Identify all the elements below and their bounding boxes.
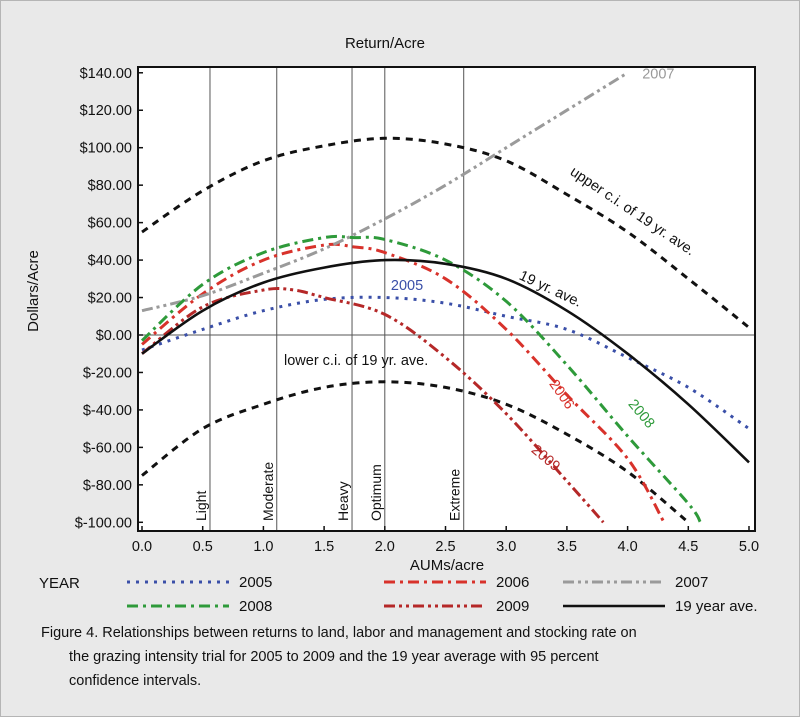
x-tick-label: 0.0 xyxy=(132,539,152,555)
figure-caption: Figure 4. Relationships between returns … xyxy=(41,621,781,693)
x-axis-label: AUMs/acre xyxy=(410,557,484,574)
x-tick-label: 2.0 xyxy=(375,539,395,555)
series-line-2006 xyxy=(141,242,666,524)
series-line-2007 xyxy=(141,71,629,313)
y-tick-label: $60.00 xyxy=(88,216,132,232)
plot-border xyxy=(137,66,756,532)
x-tick-label: 2.5 xyxy=(435,539,455,555)
legend: 2005 2006 2007 2008 2009 19 year ave. xyxy=(127,574,758,615)
y-tick-label: $80.00 xyxy=(88,178,132,194)
stocking-label-extreme: Extreme xyxy=(447,469,463,521)
legend-label-2009: 2009 xyxy=(496,598,529,615)
stocking-label-light: Light xyxy=(193,491,209,521)
stocking-label-optimum: Optimum xyxy=(368,464,384,521)
y-tick-label: $40.00 xyxy=(88,253,132,269)
x-tick-label: 1.0 xyxy=(253,539,273,555)
y-tick-label: $-40.00 xyxy=(83,403,132,419)
inline-label-lower-c-i-of-19-yr-ave-: lower c.i. of 19 yr. ave. xyxy=(284,353,428,369)
lower-ci-line xyxy=(141,380,690,524)
x-tick-label: 3.5 xyxy=(557,539,577,555)
legend-label-2005: 2005 xyxy=(239,574,272,591)
chart: Return/Acre Light Moderate Heavy Optimum Ext… xyxy=(25,35,759,615)
caption-line-3: confidence intervals. xyxy=(69,673,202,689)
y-tick-label: $-20.00 xyxy=(83,365,132,381)
y-tick-label: $-80.00 xyxy=(83,478,132,494)
plot-background xyxy=(138,67,755,531)
y-tick-label: $140.00 xyxy=(80,66,132,82)
series-line-2008 xyxy=(140,234,702,524)
x-tick-label: 0.5 xyxy=(193,539,213,555)
legend-label-19-year-ave-: 19 year ave. xyxy=(675,598,758,615)
x-tick-label: 4.5 xyxy=(678,539,698,555)
chart-title: Return/Acre xyxy=(345,35,425,52)
curves xyxy=(140,71,750,524)
x-tick-label: 3.0 xyxy=(496,539,516,555)
x-tick-label: 5.0 xyxy=(739,539,759,555)
y-tick-label: $20.00 xyxy=(88,291,132,307)
y-tick-label: $-60.00 xyxy=(83,440,132,456)
inline-label-2005: 2005 xyxy=(391,278,423,294)
caption-line-2: the grazing intensity trial for 2005 to … xyxy=(69,649,599,665)
series-line-19-year-ave- xyxy=(141,258,750,464)
caption-line-1: Figure 4. Relationships between returns … xyxy=(41,625,637,641)
y-axis-label: Dollars/Acre xyxy=(25,250,42,332)
stocking-label-moderate: Moderate xyxy=(260,462,276,521)
x-tick-label: 1.5 xyxy=(314,539,334,555)
inline-label-2007: 2007 xyxy=(642,66,674,82)
y-tick-label: $-100.00 xyxy=(75,515,132,531)
legend-label-2008: 2008 xyxy=(239,598,272,615)
plot-area: Light Moderate Heavy Optimum Extreme20052006… xyxy=(75,66,759,555)
x-tick-label: 4.0 xyxy=(618,539,638,555)
legend-label-2007: 2007 xyxy=(675,574,708,591)
stocking-label-heavy: Heavy xyxy=(335,481,351,521)
legend-label-2006: 2006 xyxy=(496,574,529,591)
legend-title: YEAR xyxy=(39,575,80,592)
y-tick-label: $0.00 xyxy=(96,328,132,344)
y-tick-label: $120.00 xyxy=(80,103,132,119)
upper-ci-line xyxy=(141,136,750,329)
y-tick-label: $100.00 xyxy=(80,141,132,157)
series-line-2009 xyxy=(141,286,605,524)
